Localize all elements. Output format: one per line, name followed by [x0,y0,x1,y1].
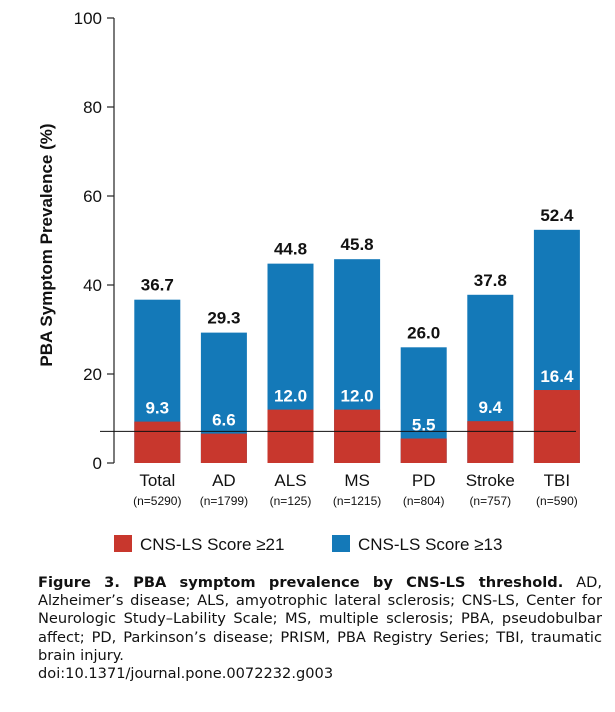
x-tick-label: AD [212,471,236,490]
data-label-cns-ls-13: 29.3 [207,309,240,328]
bar-cns-ls-21 [267,409,314,463]
x-tick-label: TBI [544,471,570,490]
y-tick-label: 40 [83,276,102,295]
data-label-cns-ls-13: 36.7 [141,276,174,295]
y-tick-label: 60 [83,187,102,206]
data-label-cns-ls-21: 9.3 [145,399,169,418]
y-tick-label: 100 [74,9,102,28]
x-sample-size-label: (n=1215) [333,494,381,508]
data-label-cns-ls-21: 12.0 [341,387,374,406]
legend-swatch [114,535,132,552]
data-label-cns-ls-13: 44.8 [274,240,307,259]
bar-cns-ls-21 [400,438,447,463]
bar-cns-ls-21 [467,421,514,463]
caption-text: AD, Alzheimer’s disease; ALS, amyotrophi… [38,574,602,664]
bar-cns-ls-21 [200,433,247,463]
y-tick-label: 80 [83,98,102,117]
bar-cns-ls-21 [134,421,181,463]
data-label-cns-ls-21: 16.4 [540,367,574,386]
caption-title: Figure 3. PBA symptom prevalence by CNS-… [38,574,564,591]
data-label-cns-ls-13: 37.8 [474,271,507,290]
x-sample-size-label: (n=757) [469,494,511,508]
figure-caption: Figure 3. PBA symptom prevalence by CNS-… [38,574,602,683]
legend-label: CNS-LS Score ≥13 [358,535,502,554]
bar-cns-ls-21 [533,390,580,463]
x-tick-label: ALS [274,471,306,490]
bar-cns-ls-21 [334,409,381,463]
data-label-cns-ls-13: 26.0 [407,323,440,342]
bars: 36.7 9.3 29.3 6.6 44.8 12.0 45.8 12.0 26.0 5.5 37.… [134,206,580,463]
x-sample-size-label: (n=590) [536,494,578,508]
x-sample-size-label: (n=804) [403,494,445,508]
legend-label: CNS-LS Score ≥21 [140,535,284,554]
x-sample-size-label: (n=5290) [133,494,181,508]
y-tick-label: 20 [83,365,102,384]
x-tick-label: MS [344,471,370,490]
data-label-cns-ls-21: 9.4 [478,398,502,417]
x-tick-label: Stroke [466,471,515,490]
legend-swatch [332,535,350,552]
data-label-cns-ls-21: 5.5 [412,416,436,435]
x-sample-size-label: (n=125) [270,494,312,508]
x-tick-label: PD [412,471,436,490]
data-label-cns-ls-13: 52.4 [540,206,574,225]
data-label-cns-ls-21: 12.0 [274,387,307,406]
caption-doi: doi:10.1371/journal.pone.0072232.g003 [38,665,334,683]
x-sample-size-label: (n=1799) [200,494,248,508]
bar-chart: PBA Symptom Prevalence (%) 020406080100 … [37,9,580,554]
x-tick-label: Total [139,471,175,490]
legend: CNS-LS Score ≥21 CNS-LS Score ≥13 [114,535,502,554]
y-axis-label: PBA Symptom Prevalence (%) [37,123,56,366]
data-label-cns-ls-13: 45.8 [341,235,374,254]
y-tick-label: 0 [93,454,102,473]
data-label-cns-ls-21: 6.6 [212,411,236,430]
y-axis: 0 20 40 60 80 100 [74,9,115,473]
x-axis-labels: Total (n=5290) AD (n=1799) ALS (n=125) MS (n=12… [133,471,578,508]
